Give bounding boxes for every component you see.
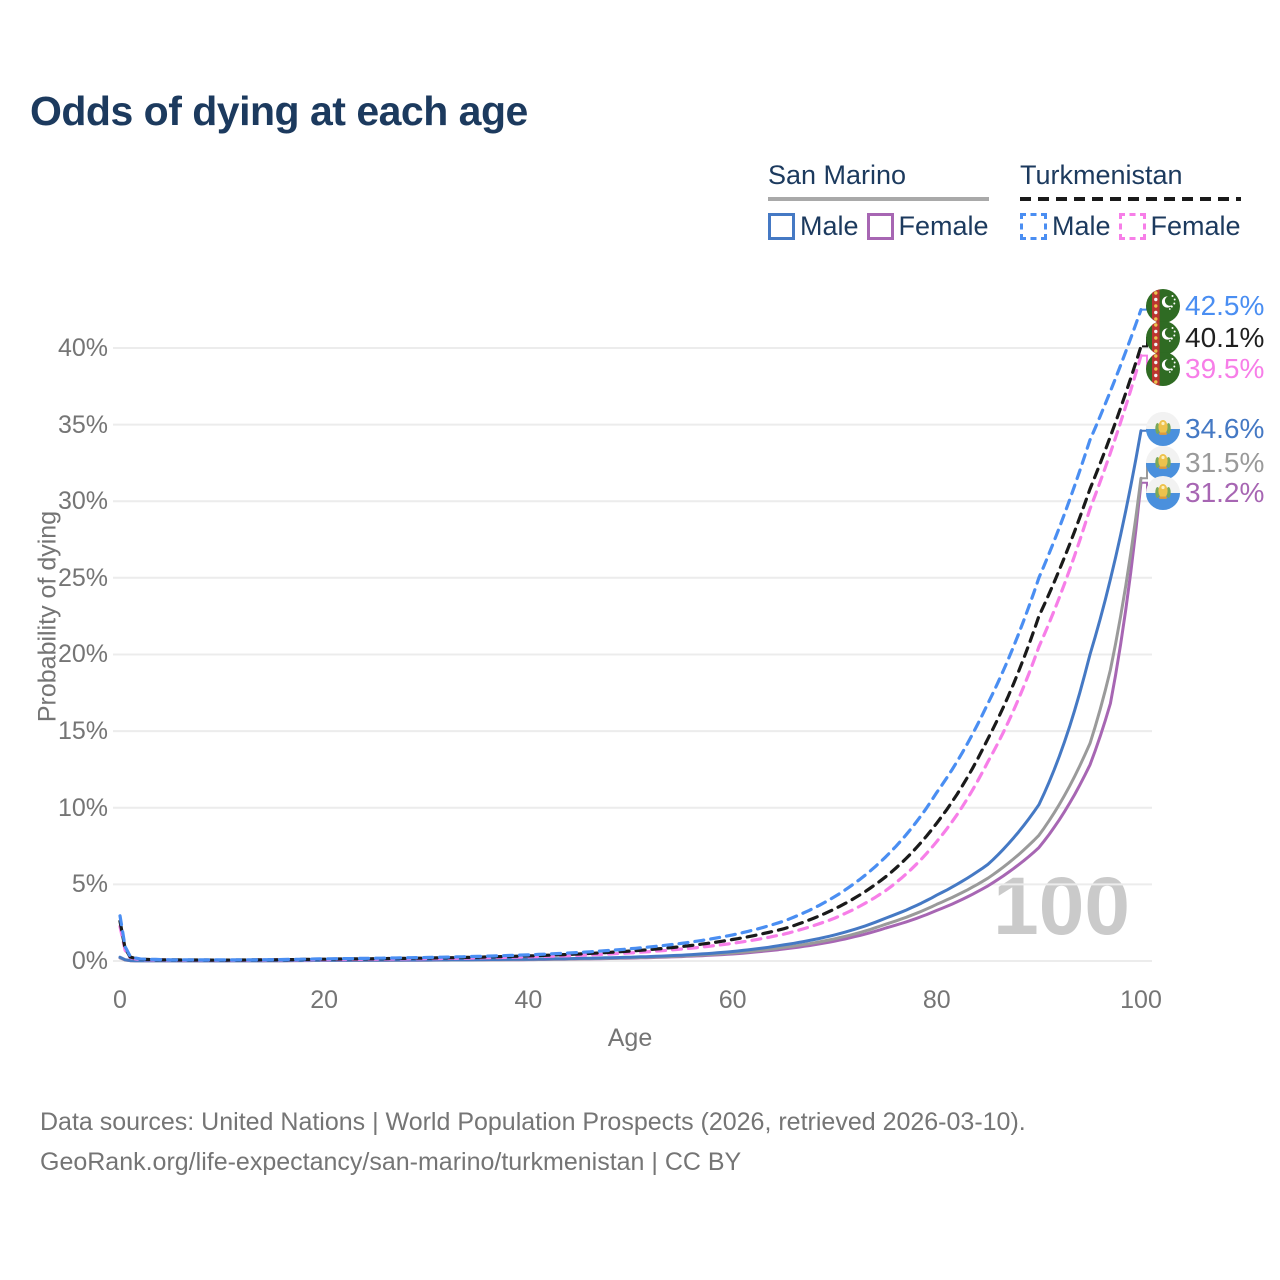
legend-dashed-rule bbox=[1020, 197, 1241, 201]
legend-group-title: San Marino bbox=[768, 160, 907, 190]
dashed-square-swatch-icon bbox=[1118, 213, 1146, 240]
series-line-tm-total bbox=[118, 344, 1143, 962]
legend-group-san-marino: San Marino Male Female bbox=[768, 160, 989, 242]
turkmenistan-flag-icon bbox=[1146, 289, 1180, 323]
y-tick-label: 30% bbox=[57, 487, 108, 516]
turkmenistan-flag-icon bbox=[1146, 321, 1180, 355]
y-tick-label: 15% bbox=[57, 717, 108, 746]
turkmenistan-flag bbox=[1146, 352, 1180, 386]
attribution-link-text[interactable]: GeoRank.org/life-expectancy/san-marino/t… bbox=[40, 1148, 742, 1176]
legend-item-turkmenistan-male[interactable]: Male bbox=[1020, 211, 1111, 242]
legend-group-turkmenistan: Turkmenistan Male Female bbox=[1020, 160, 1241, 242]
legend-item-label: Male bbox=[1052, 211, 1111, 241]
legend-item-san-marino-male[interactable]: Male bbox=[768, 211, 859, 242]
y-tick-label: 10% bbox=[57, 793, 108, 822]
y-tick-label: 25% bbox=[57, 563, 108, 592]
series-line-tm-male bbox=[118, 308, 1143, 962]
san-marino-flag bbox=[1146, 412, 1180, 446]
x-axis-title: Age bbox=[607, 1024, 653, 1052]
turkmenistan-flag bbox=[1146, 289, 1180, 323]
end-label-tm-total: 40.1% bbox=[1146, 321, 1264, 355]
end-label-sm-total: 31.5% bbox=[1146, 446, 1264, 480]
san-marino-flag-icon bbox=[1146, 476, 1180, 510]
san-marino-flag bbox=[1146, 446, 1180, 480]
end-label-value: 34.6% bbox=[1185, 413, 1265, 444]
turkmenistan-flag bbox=[1146, 321, 1180, 355]
legend-item-label: Female bbox=[898, 211, 989, 241]
dashed-square-swatch-icon bbox=[1020, 213, 1047, 240]
end-label-value: 31.5% bbox=[1185, 447, 1265, 478]
x-tick-label: 20 bbox=[310, 986, 339, 1014]
legend-item-san-marino-female[interactable]: Female bbox=[866, 211, 989, 242]
solid-square-swatch-icon bbox=[866, 213, 894, 240]
end-label-sm-female: 31.2% bbox=[1146, 476, 1264, 510]
y-tick-label: 5% bbox=[71, 870, 108, 899]
data-source-text: Data sources: United Nations | World Pop… bbox=[40, 1108, 1026, 1136]
series-line-sm-male bbox=[118, 429, 1143, 963]
san-marino-flag-icon bbox=[1146, 412, 1180, 446]
turkmenistan-flag-icon bbox=[1146, 352, 1180, 386]
san-marino-flag bbox=[1146, 476, 1180, 510]
y-tick-label: 35% bbox=[57, 410, 108, 439]
legend-group-title: Turkmenistan bbox=[1020, 160, 1183, 190]
x-tick-label: 40 bbox=[514, 986, 543, 1014]
legend-solid-rule bbox=[768, 197, 989, 201]
series-line-tm-female bbox=[118, 354, 1143, 962]
legend-item-label: Male bbox=[800, 211, 859, 241]
x-tick-label: 0 bbox=[113, 986, 127, 1014]
plot-area bbox=[113, 305, 1152, 963]
y-tick-label: 40% bbox=[57, 333, 108, 362]
x-tick-label: 60 bbox=[718, 986, 747, 1014]
series-line-sm-female bbox=[118, 481, 1143, 963]
end-label-tm-female: 39.5% bbox=[1146, 352, 1264, 386]
age-frame-watermark: 100 bbox=[993, 861, 1130, 952]
end-label-tm-male: 42.5% bbox=[1146, 289, 1264, 323]
x-tick-label: 80 bbox=[922, 986, 951, 1014]
y-tick-label: 20% bbox=[57, 640, 108, 669]
y-axis-title: Probability of dying bbox=[33, 510, 62, 723]
y-tick-label: 0% bbox=[71, 947, 108, 975]
end-label-value: 40.1% bbox=[1185, 322, 1265, 353]
san-marino-flag-icon bbox=[1146, 446, 1180, 480]
legend-item-turkmenistan-female[interactable]: Female bbox=[1118, 211, 1241, 242]
series-line-sm-total bbox=[118, 476, 1143, 963]
end-label-value: 42.5% bbox=[1185, 290, 1265, 321]
x-tick-label: 100 bbox=[1120, 986, 1162, 1014]
page-title: Odds of dying at each age bbox=[30, 88, 528, 134]
end-label-value: 31.2% bbox=[1185, 477, 1265, 508]
solid-square-swatch-icon bbox=[768, 213, 795, 240]
legend-item-label: Female bbox=[1150, 211, 1241, 241]
end-label-value: 39.5% bbox=[1185, 353, 1265, 384]
end-label-sm-male: 34.6% bbox=[1146, 412, 1264, 446]
